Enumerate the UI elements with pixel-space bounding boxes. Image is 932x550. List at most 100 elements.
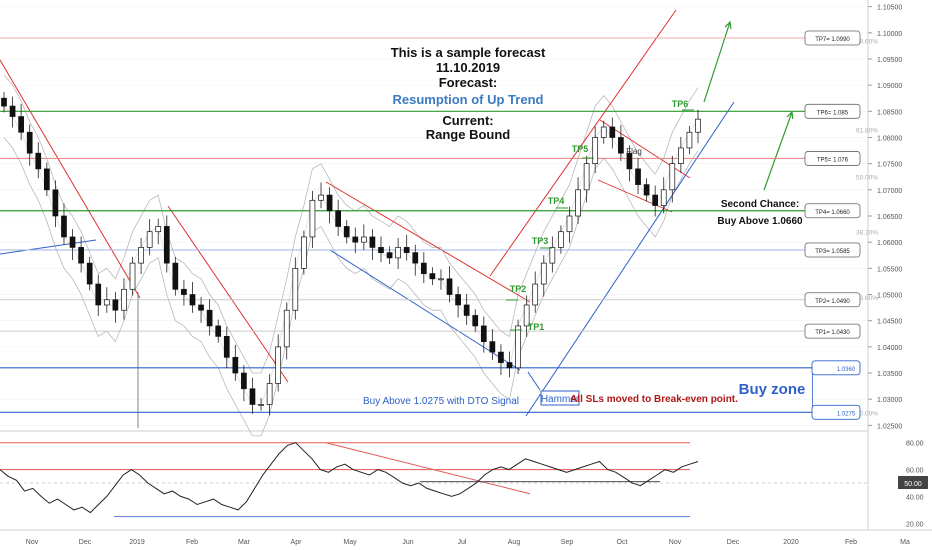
uptrend-line	[525, 101, 735, 417]
candle-body	[540, 262, 547, 285]
candle-body	[326, 194, 333, 212]
osc-tick-label: 20.00	[906, 521, 924, 528]
price-tick-label: 1.07500	[877, 162, 902, 169]
target-box	[804, 242, 861, 258]
buy-above-note: Buy Above 1.0275 with DTO Signal	[363, 396, 519, 407]
candle-body	[189, 294, 196, 306]
candle-body	[78, 247, 84, 264]
forecast-text: Resumption of Up Trend	[393, 92, 544, 107]
buy-zone-edge	[812, 367, 813, 413]
osc-tick-label: 80.00	[906, 441, 924, 448]
candle-body	[335, 210, 341, 227]
candle-body	[403, 247, 410, 253]
candle-body	[309, 199, 316, 238]
time-tick-label: Feb	[845, 539, 857, 546]
tp-marker-label: TP5	[572, 144, 589, 154]
time-tick-label: 2020	[783, 539, 799, 546]
osc-value-badge-label: 50.00	[904, 481, 922, 488]
osc-tick-label: 40.00	[906, 494, 924, 501]
candle-body	[378, 247, 384, 253]
candle-body	[678, 147, 684, 165]
candle-body	[686, 131, 693, 149]
time-tick-label: Jul	[458, 539, 467, 546]
price-tick-label: 1.03500	[877, 371, 902, 378]
price-tick-label: 1.05000	[877, 293, 902, 300]
candle-body	[429, 273, 436, 280]
candle-body	[592, 137, 599, 165]
downtrend-line	[0, 59, 141, 299]
candle-body	[515, 325, 521, 369]
osc-trend-line	[325, 442, 531, 495]
sl-note: All SLs moved to Break-even point.	[570, 394, 738, 405]
target-box-label: TP4= 1.0660	[815, 210, 850, 216]
candle-body	[643, 184, 650, 196]
price-tick-label: 1.08000	[877, 135, 902, 142]
candle-body	[455, 294, 461, 306]
candle-body	[266, 383, 273, 405]
target-box	[804, 30, 861, 46]
target-box	[804, 151, 861, 166]
candle-body	[626, 152, 633, 170]
candle-body	[420, 262, 427, 274]
candle-body	[438, 278, 444, 281]
price-tick-label: 1.08500	[877, 109, 902, 116]
time-tick-label: Dec	[79, 539, 92, 546]
hammer-box	[540, 390, 580, 406]
candle-body	[95, 283, 102, 306]
candle-body	[318, 194, 324, 201]
candle-body	[26, 131, 33, 154]
time-tick-label: Oct	[617, 539, 628, 546]
second-chance-arrow	[763, 111, 793, 191]
band-upper	[3, 74, 699, 374]
tp-marker-label: TP4	[548, 196, 565, 206]
flag-line	[597, 179, 673, 213]
candle-body	[532, 283, 539, 306]
fib-label: 78.60%	[856, 39, 878, 46]
fib-label: 61.80%	[856, 128, 878, 135]
price-pane	[0, 0, 868, 430]
time-tick-label: Ma	[900, 539, 910, 546]
time-tick-label: 2019	[129, 539, 145, 546]
downtrend-line	[325, 181, 531, 303]
candle-body	[652, 194, 659, 206]
candle-body	[198, 304, 204, 311]
candle-body	[669, 163, 676, 191]
candle-body	[566, 215, 573, 233]
candle-body	[138, 247, 144, 264]
forecast-arrow-head	[724, 20, 732, 30]
fib-label: 0.00%	[860, 410, 879, 417]
price-tick-label: 1.09500	[877, 57, 902, 64]
candle-body	[223, 336, 230, 358]
price-tick-label: 1.09000	[877, 83, 902, 90]
time-tick-label: Dec	[727, 539, 740, 546]
time-tick-label: Nov	[26, 539, 39, 546]
candle-body	[361, 236, 367, 243]
candle-body	[600, 126, 607, 138]
candle-body	[301, 236, 307, 269]
osc-line	[0, 442, 699, 514]
candle-body	[583, 163, 590, 191]
tp-marker-label: TP3	[532, 236, 549, 246]
candle-body	[480, 325, 487, 342]
current-value: Range Bound	[426, 127, 511, 142]
candle-body	[86, 262, 93, 285]
price-tick-label: 1.06500	[877, 214, 902, 221]
candle-body	[523, 304, 530, 327]
candle-body	[129, 262, 136, 290]
time-tick-label: Mar	[238, 539, 251, 546]
current-label: Current:	[442, 113, 493, 128]
candle-body	[258, 404, 264, 406]
candle-body	[412, 252, 419, 264]
candle-body	[635, 168, 641, 185]
candle-body	[52, 189, 59, 217]
trend-line	[0, 239, 97, 255]
uptrend-line	[489, 9, 677, 277]
price-tick-label: 1.06000	[877, 240, 902, 247]
candle-body	[163, 226, 170, 264]
price-tick-label: 1.02500	[877, 423, 902, 430]
candle-body	[660, 189, 667, 206]
zone-box-label: 1.0360	[837, 367, 856, 373]
channel-line	[329, 249, 521, 371]
